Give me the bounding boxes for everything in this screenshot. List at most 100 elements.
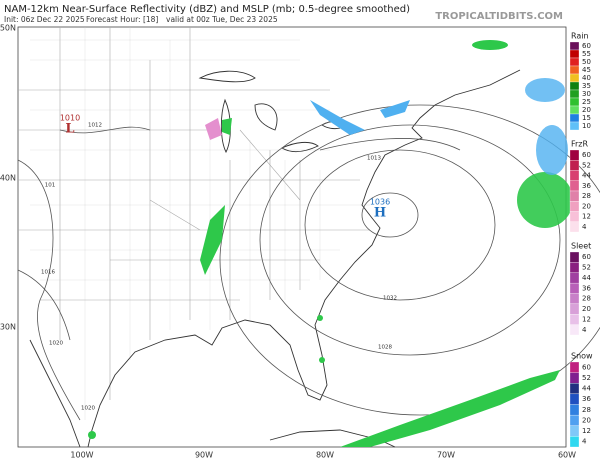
legend-swatch	[569, 393, 580, 405]
legend-level: 15	[582, 114, 591, 122]
legend-swatch	[569, 105, 580, 115]
legend-title: Snow	[571, 352, 593, 361]
legend-swatch	[569, 221, 580, 233]
legend-swatch	[569, 73, 580, 83]
legend-swatch	[569, 425, 580, 437]
legend-title: FrzR	[571, 140, 589, 149]
legend-level: 28	[582, 192, 591, 200]
legend-level: 20	[582, 305, 591, 313]
legend-level: 4	[582, 326, 587, 334]
legend-level: 60	[582, 253, 591, 261]
legend-level: 28	[582, 406, 591, 414]
legend-swatch	[569, 324, 580, 336]
legend-level: 30	[582, 90, 591, 98]
legend-title: Sleet	[571, 242, 591, 251]
isobar-label: 1020	[81, 406, 95, 412]
map	[17, 26, 600, 448]
legend-swatch	[569, 262, 580, 273]
pressure-value: 1036	[370, 198, 390, 207]
legend-level: 50	[582, 58, 591, 66]
isobar-label: 1020	[49, 341, 63, 347]
legend-swatch	[569, 372, 580, 384]
legend-swatch	[569, 201, 580, 212]
legend-swatch	[569, 272, 580, 284]
isobar-label: 1012	[88, 123, 102, 129]
legend-swatch	[569, 404, 580, 416]
legend-swatch	[569, 149, 580, 161]
legend: Rain6055504540353025201510FrzR6052443628…	[569, 32, 593, 448]
legend-level: 60	[582, 151, 591, 159]
legend-swatch	[569, 211, 580, 222]
legend-level: 4	[582, 223, 587, 231]
valid-time: valid at 00z Tue, Dec 23 2025	[166, 15, 278, 24]
legend-swatch	[569, 190, 580, 202]
legend-swatch	[569, 170, 580, 181]
lat-label: 50N	[0, 24, 16, 33]
legend-swatch	[569, 49, 580, 59]
isobar-label: 1013	[367, 156, 381, 162]
legend-swatch	[569, 414, 580, 426]
legend-swatch	[569, 436, 580, 448]
legend-swatch	[569, 282, 580, 294]
legend-level: 55	[582, 50, 591, 58]
legend-swatch	[569, 160, 580, 171]
legend-swatch	[569, 303, 580, 315]
legend-level: 4	[582, 438, 587, 446]
lon-label: 60W	[558, 451, 576, 460]
legend-level: 35	[582, 82, 591, 90]
legend-level: 60	[582, 42, 591, 50]
precip	[88, 40, 573, 447]
pressure-letter: H	[374, 206, 386, 221]
legend-swatch	[569, 65, 580, 75]
legend-swatch	[569, 383, 580, 395]
legend-level: 20	[582, 416, 591, 424]
lon-label: 90W	[195, 451, 213, 460]
legend-swatch	[569, 361, 580, 373]
legend-title: Rain	[571, 32, 589, 41]
legend-swatch	[569, 57, 580, 67]
legend-swatch	[569, 41, 580, 51]
isobar-label: 1016	[41, 270, 55, 276]
legend-swatch	[569, 180, 580, 192]
legend-swatch	[569, 121, 580, 131]
legend-swatch	[569, 81, 580, 91]
legend-level: 25	[582, 98, 591, 106]
legend-swatch	[569, 89, 580, 99]
isobar-label: 101	[45, 183, 56, 189]
legend-level: 52	[582, 264, 591, 272]
legend-swatch	[569, 113, 580, 123]
legend-level: 45	[582, 66, 591, 74]
lat-label: 40N	[0, 174, 16, 183]
legend-swatch	[569, 97, 580, 107]
title: NAM-12km Near-Surface Reflectivity (dBZ)…	[4, 4, 410, 15]
legend-level: 52	[582, 161, 591, 169]
legend-level: 60	[582, 363, 591, 371]
legend-level: 36	[582, 395, 591, 403]
legend-level: 12	[582, 213, 591, 221]
legend-level: 10	[582, 122, 591, 130]
legend-level: 12	[582, 427, 591, 435]
lat-label: 30N	[0, 323, 16, 332]
legend-level: 52	[582, 374, 591, 382]
legend-level: 40	[582, 74, 591, 82]
legend-level: 20	[582, 202, 591, 210]
lon-label: 70W	[437, 451, 455, 460]
legend-level: 12	[582, 315, 591, 323]
legend-level: 28	[582, 295, 591, 303]
pressure-value: 1010	[60, 114, 80, 123]
legend-level: 44	[582, 385, 591, 393]
legend-swatch	[569, 314, 580, 325]
legend-level: 36	[582, 182, 591, 190]
legend-level: 36	[582, 284, 591, 292]
isobar-label: 1028	[378, 345, 392, 351]
legend-swatch	[569, 251, 580, 263]
legend-level: 20	[582, 106, 591, 114]
legend-swatch	[569, 293, 580, 305]
init: Init: 06z Dec 22 2025	[4, 15, 85, 24]
isobar-label: 1032	[383, 296, 397, 302]
pressure-letter: L	[65, 122, 74, 137]
forecast-hour: Forecast Hour: [18]	[86, 15, 158, 24]
lon-label: 80W	[316, 451, 334, 460]
